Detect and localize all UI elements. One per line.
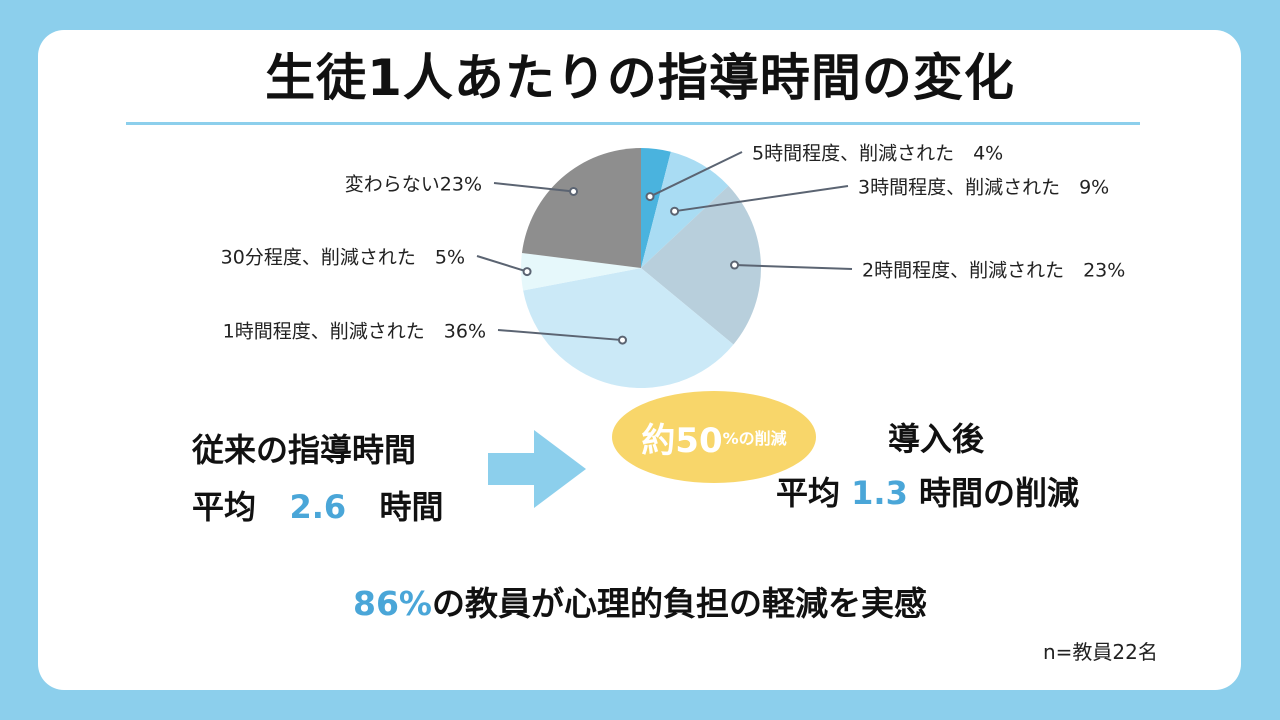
after-avg-value: 1.3 — [851, 474, 908, 512]
pie-leader-dot — [617, 335, 627, 345]
after-avg-unit: 時間の削減 — [918, 474, 1079, 512]
pie-slice — [641, 148, 671, 268]
summary-line: 86%の教員が心理的負担の軽減を実感 — [0, 577, 1280, 625]
pie-leader-line — [497, 329, 623, 342]
pie-leader-dot — [730, 260, 740, 270]
reduction-badge: 約50 %の削減 — [612, 391, 816, 483]
before-avg-prefix: 平均 — [192, 488, 257, 526]
title-underline — [126, 122, 1140, 125]
before-average: 平均 2.6 時間 — [192, 482, 444, 528]
summary-text: の教員が心理的負担の軽減を実感 — [432, 584, 927, 623]
pie-leader-line — [493, 182, 574, 193]
badge-suffix: %の削減 — [722, 429, 787, 448]
before-avg-value: 2.6 — [289, 488, 347, 526]
pie-slice — [521, 148, 641, 268]
pie-slice-label: 5時間程度、削減された 4% — [752, 142, 1004, 165]
pie-slice — [641, 185, 761, 345]
after-heading: 導入後 — [888, 420, 985, 458]
page-title: 生徒1人あたりの指導時間の変化 — [265, 49, 1015, 107]
pie-slice-label: 1時間程度、削減された 36% — [222, 320, 486, 343]
badge-main: 約50 — [641, 420, 723, 461]
before-avg-unit: 時間 — [379, 488, 444, 526]
pie-slice — [523, 268, 734, 388]
pie-leader-dot — [569, 186, 579, 196]
pie-slice-label: 変わらない23% — [344, 173, 482, 196]
pie-slice-label: 30分程度、削減された 5% — [220, 246, 465, 269]
before-heading: 従来の指導時間 — [192, 431, 417, 469]
pie-leader-line — [649, 151, 743, 198]
summary-highlight: 86% — [353, 584, 432, 623]
pie-slice-label: 2時間程度、削減された 23% — [862, 259, 1126, 282]
pie-leader-dot — [522, 267, 532, 277]
pie-leader-line — [734, 264, 853, 270]
sample-size-note: n=教員22名 — [1043, 640, 1158, 664]
after-avg-prefix: 平均 — [776, 474, 841, 512]
after-average: 平均 1.3 時間の削減 — [776, 468, 1079, 514]
pie-leader-line — [674, 185, 849, 213]
right-arrow-icon — [488, 430, 586, 508]
pie-leader-dot — [670, 206, 680, 216]
pie-slice — [521, 252, 641, 291]
pie-leader-dot — [645, 192, 655, 202]
pie-slice-label: 3時間程度、削減された 9% — [858, 176, 1110, 199]
pie-leader-line — [476, 255, 528, 273]
